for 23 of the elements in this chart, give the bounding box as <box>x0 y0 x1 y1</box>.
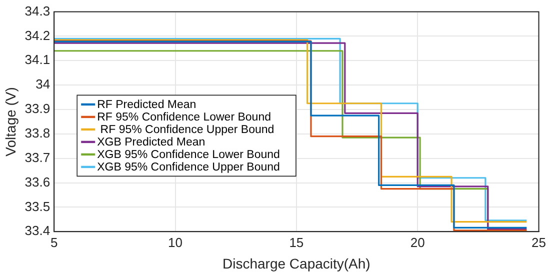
y-tick-label: 33.8 <box>24 125 50 140</box>
legend-label: XGB 95% Confidence Upper Bound <box>97 162 280 174</box>
y-tick-label: 33.9 <box>24 101 50 116</box>
x-tick-label: 5 <box>50 234 58 250</box>
y-tick-label: 33.7 <box>24 150 50 165</box>
x-axis-title: Discharge Capacity(Ah) <box>222 255 370 272</box>
legend-label: XGB Predicted Mean <box>97 136 206 149</box>
y-tick-label: 34.2 <box>24 28 50 43</box>
y-tick-label: 33.4 <box>24 223 50 238</box>
y-tick-label: 34.1 <box>24 52 50 68</box>
y-tick-label: 34 <box>36 76 50 92</box>
legend-label: RF 95% Confidence Upper Bound <box>97 124 274 136</box>
legend-label: RF 95% Confidence Lower Bound <box>97 112 271 124</box>
y-tick-label: 33.6 <box>24 174 50 190</box>
x-tick-label: 10 <box>168 234 183 250</box>
y-axis-title: Voltage (V) <box>2 87 18 156</box>
legend-label: RF Predicted Mean <box>97 99 196 112</box>
y-tick-label: 33.5 <box>24 198 50 214</box>
y-tick-label: 34.3 <box>24 3 50 18</box>
x-tick-label: 25 <box>532 234 546 250</box>
legend-label: XGB 95% Confidence Lower Bound <box>97 149 280 162</box>
x-tick-label: 15 <box>289 234 304 250</box>
x-tick-label: 20 <box>410 234 425 250</box>
